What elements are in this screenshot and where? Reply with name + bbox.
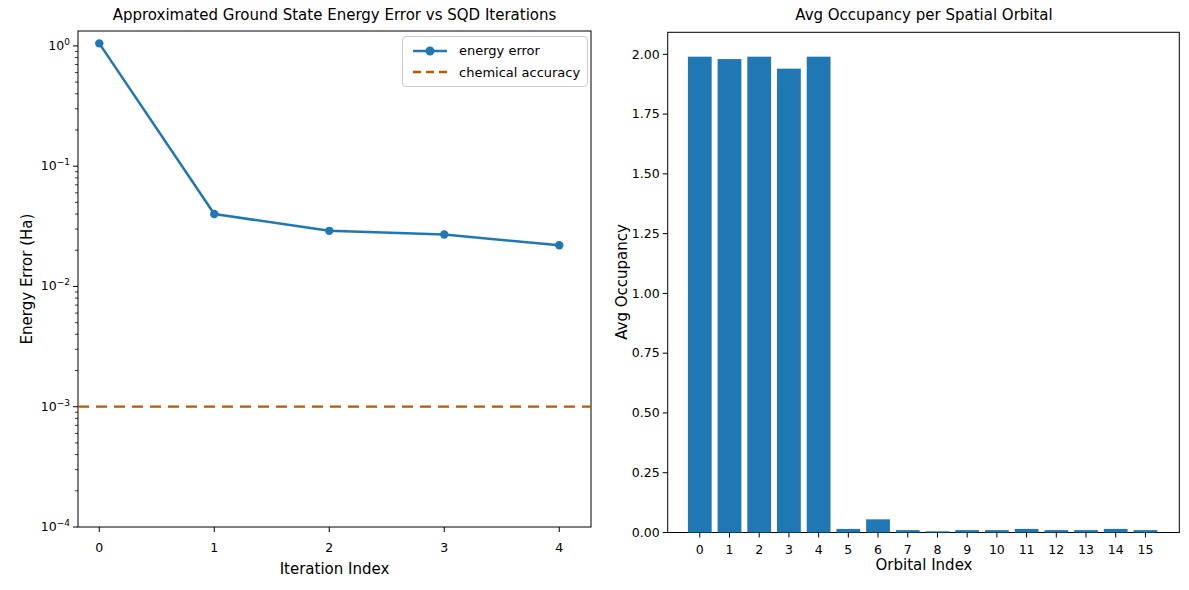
y-tick-label: 0.75 bbox=[632, 345, 660, 360]
x-tick-label: 3 bbox=[440, 540, 448, 555]
x-tick-label: 5 bbox=[844, 542, 852, 557]
y-tick-label: 1.25 bbox=[632, 226, 660, 241]
left-x-axis-label: Iteration Index bbox=[78, 560, 591, 578]
occupancy-bar bbox=[807, 57, 831, 533]
x-tick-label: 1 bbox=[210, 540, 218, 555]
occupancy-bar bbox=[688, 57, 712, 533]
x-tick-label: 7 bbox=[904, 542, 912, 557]
x-tick-label: 15 bbox=[1137, 542, 1153, 557]
plot-frame bbox=[78, 31, 591, 527]
legend-dash-sample-svg bbox=[411, 65, 449, 79]
occupancy-bar bbox=[747, 57, 771, 533]
occupancy-bar bbox=[1044, 530, 1068, 532]
y-tick-label: 2.00 bbox=[632, 47, 660, 62]
figure: 0123410010−110−210−310−4 0.000.250.500.7… bbox=[0, 0, 1189, 590]
x-tick-label: 14 bbox=[1108, 542, 1124, 557]
x-tick-label: 10 bbox=[989, 542, 1005, 557]
x-tick-label: 2 bbox=[325, 540, 333, 555]
occupancy-bar bbox=[1104, 529, 1128, 533]
y-tick-label: 1.50 bbox=[632, 166, 660, 181]
legend-entry-chemical-accuracy: chemical accuracy bbox=[411, 62, 579, 82]
y-tick-label: 0.25 bbox=[632, 465, 660, 480]
y-tick-label: 10−2 bbox=[41, 277, 70, 293]
x-tick-label: 0 bbox=[696, 542, 704, 557]
legend-label-energy-error: energy error bbox=[459, 43, 540, 58]
legend-entry-energy-error: energy error bbox=[411, 41, 579, 61]
x-tick-label: 3 bbox=[785, 542, 793, 557]
occupancy-bar bbox=[1134, 530, 1158, 532]
legend: energy error chemical accuracy bbox=[402, 36, 588, 87]
x-tick-label: 4 bbox=[555, 540, 563, 555]
figure-canvas: 0123410010−110−210−310−4 0.000.250.500.7… bbox=[0, 0, 1189, 590]
y-tick-label: 10−1 bbox=[41, 157, 70, 173]
occupancy-bar bbox=[926, 531, 950, 532]
legend-line-marker-sample bbox=[411, 44, 449, 58]
x-tick-label: 4 bbox=[815, 542, 823, 557]
x-tick-label: 11 bbox=[1019, 542, 1035, 557]
right-chart-title: Avg Occupancy per Spatial Orbital bbox=[668, 6, 1180, 24]
y-tick-label: 10−3 bbox=[41, 398, 70, 414]
occupancy-bar bbox=[955, 530, 979, 532]
left-chart-title: Approximated Ground State Energy Error v… bbox=[78, 6, 591, 24]
energy-error-point bbox=[95, 39, 103, 47]
y-tick-label: 10−4 bbox=[41, 518, 70, 534]
y-tick-label: 100 bbox=[48, 37, 70, 53]
left-y-axis-label: Energy Error (Ha) bbox=[18, 214, 36, 345]
occupancy-bar bbox=[866, 519, 890, 532]
energy-error-point bbox=[325, 227, 333, 235]
x-tick-label: 1 bbox=[726, 542, 734, 557]
occupancy-bar bbox=[836, 529, 860, 533]
occupancy-bar bbox=[985, 530, 1009, 532]
occupancy-chart: 0.000.250.500.751.001.251.501.752.000123… bbox=[632, 32, 1179, 556]
y-tick-label: 0.00 bbox=[632, 525, 660, 540]
legend-label-chemical-accuracy: chemical accuracy bbox=[459, 65, 580, 80]
x-tick-label: 12 bbox=[1048, 542, 1064, 557]
right-x-axis-label: Orbital Index bbox=[668, 556, 1180, 574]
x-tick-label: 6 bbox=[874, 542, 882, 557]
energy-error-point bbox=[210, 210, 218, 218]
occupancy-bar bbox=[1074, 530, 1098, 532]
legend-marker-sample bbox=[426, 46, 435, 55]
x-tick-label: 9 bbox=[963, 542, 971, 557]
x-tick-label: 2 bbox=[755, 542, 763, 557]
x-tick-label: 13 bbox=[1078, 542, 1094, 557]
energy-error-chart: 0 1 2 3 4 100 10−1 10−2 10−3 10−4 bbox=[41, 31, 591, 555]
y-tick-label: 1.75 bbox=[632, 106, 660, 121]
y-tick-label: 0.50 bbox=[632, 405, 660, 420]
x-tick-label: 8 bbox=[933, 542, 941, 557]
occupancy-bar bbox=[1015, 529, 1039, 533]
energy-error-point bbox=[440, 230, 448, 238]
energy-error-point bbox=[555, 241, 563, 249]
occupancy-bar bbox=[777, 69, 801, 533]
x-tick-label: 0 bbox=[95, 540, 103, 555]
right-y-axis-label: Avg Occupancy bbox=[613, 224, 631, 340]
occupancy-bar bbox=[896, 530, 920, 532]
y-tick-label: 1.00 bbox=[632, 286, 660, 301]
occupancy-bar bbox=[718, 59, 742, 532]
plot-frame bbox=[668, 32, 1180, 532]
